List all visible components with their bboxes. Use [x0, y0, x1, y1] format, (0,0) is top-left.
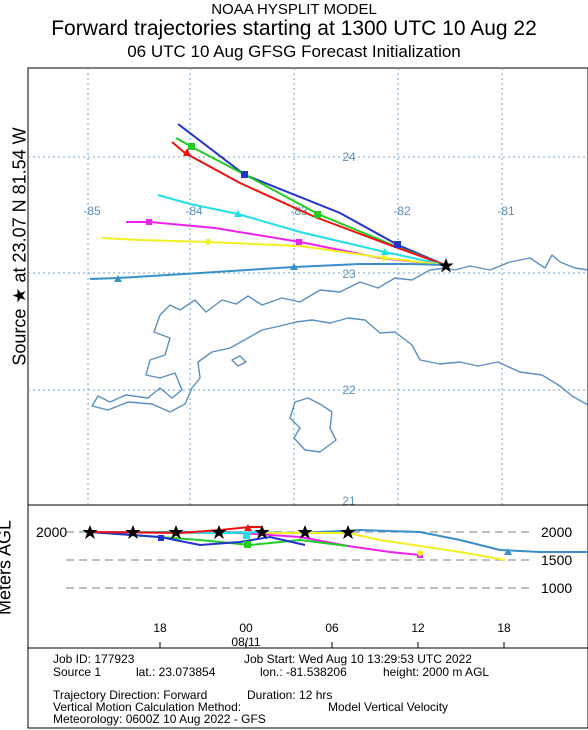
lat-label: 23 — [342, 267, 356, 281]
trajectory-markers — [114, 143, 401, 282]
source-height: height: 2000 m AGL — [383, 665, 490, 679]
date-label: 08/11 — [231, 635, 260, 649]
job-start: Job Start: Wed Aug 10 13:29:53 UTC 2022 — [244, 652, 472, 666]
time-tick: 12 — [411, 621, 425, 635]
marker-triangle — [183, 148, 191, 156]
longitude-labels: -85 -84 -83 -82 -81 — [83, 204, 515, 218]
lat-label: 22 — [342, 383, 356, 397]
time-axis-labels: 18 00 06 12 18 08/11 — [153, 621, 511, 649]
lon-label: -84 — [185, 204, 203, 218]
lon-label: -82 — [393, 204, 411, 218]
marker-square — [394, 241, 401, 248]
vertical-method-label: Vertical Motion Calculation Method: — [53, 700, 242, 714]
map-panel: -85 -84 -83 -82 -81 24 23 22 21 — [27, 67, 588, 508]
model-name: NOAA HYSPLIT MODEL — [211, 1, 377, 18]
plot-title: Forward trajectories starting at 1300 UT… — [51, 17, 537, 40]
job-id: Job ID: 177923 — [53, 652, 135, 666]
vertical-method-value: Model Vertical Velocity — [328, 700, 449, 714]
coastline — [91, 254, 588, 453]
meteorology: Meteorology: 0600Z 10 Aug 2022 - GFS — [53, 712, 266, 726]
marker-square — [146, 219, 152, 225]
marker-triangle — [290, 263, 298, 270]
marker-triangle — [114, 275, 122, 282]
source-lon: lon.: -81.538206 — [260, 665, 347, 679]
time-axis-ticks — [159, 642, 505, 648]
marker-square — [296, 239, 302, 245]
time-tick: 18 — [497, 621, 511, 635]
trajectory-line-yellow — [101, 237, 446, 266]
lat-label: 21 — [342, 494, 356, 508]
time-tick: 00 — [239, 621, 253, 635]
height-stars — [82, 525, 356, 539]
lon-label: -85 — [83, 204, 101, 218]
time-tick: 06 — [325, 621, 339, 635]
source-lat: lat.: 23.073854 — [136, 665, 216, 679]
latitude-labels: 24 23 22 21 — [342, 150, 356, 508]
marker-circle — [381, 255, 387, 261]
marker-circle — [205, 239, 211, 245]
height-tick-left: 2000 — [36, 524, 67, 540]
star-icon — [438, 258, 454, 273]
marker-square — [314, 211, 321, 218]
trajectory-line-cyan — [157, 194, 446, 266]
marker-square — [188, 143, 195, 150]
height-panel: 2000 2000 1500 1000 — [27, 504, 588, 649]
marker-triangle — [234, 210, 242, 217]
height-tick: 1000 — [541, 580, 572, 596]
time-tick: 18 — [153, 621, 167, 635]
duration: Duration: 12 hrs — [247, 688, 333, 702]
height-markers — [158, 524, 512, 558]
map-gridlines — [28, 68, 588, 505]
source-id: Source 1 — [53, 665, 102, 679]
marker-square — [241, 171, 248, 178]
lon-label: -81 — [497, 204, 515, 218]
footer-box — [27, 647, 588, 729]
trajectory-direction: Trajectory Direction: Forward — [53, 688, 208, 702]
lat-label: 24 — [342, 150, 356, 164]
height-tick: 2000 — [541, 524, 572, 540]
height-line-blue — [89, 531, 306, 547]
trajectory-line-blue — [177, 123, 446, 266]
trajectory-line-red — [171, 141, 446, 266]
plot-subtitle: 06 UTC 10 Aug GFSG Forecast Initializati… — [127, 42, 461, 61]
height-tick: 1500 — [541, 552, 572, 568]
marker-triangle — [381, 248, 389, 255]
